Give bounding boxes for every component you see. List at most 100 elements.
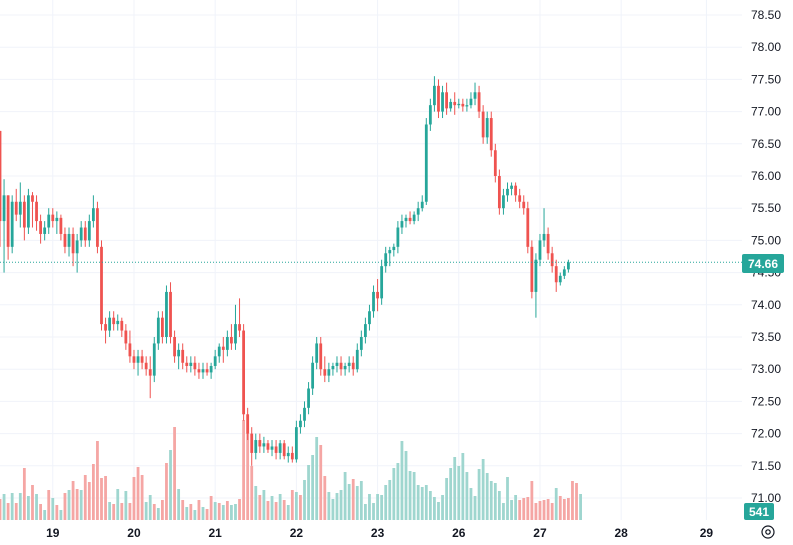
- volume-bar: [161, 500, 164, 520]
- y-tick-label: 71.00: [751, 491, 781, 505]
- volume-bar: [473, 496, 477, 520]
- candle-body: [416, 208, 420, 215]
- candle-body: [461, 103, 465, 107]
- candle-body: [311, 362, 315, 389]
- volume-bar: [368, 494, 371, 520]
- candle-body: [234, 324, 237, 344]
- volume-bar: [299, 495, 302, 520]
- y-tick-label: 78.50: [751, 8, 781, 22]
- volume-bar: [177, 489, 181, 520]
- volume-bar: [270, 496, 274, 520]
- candle-body: [294, 427, 298, 460]
- volume-bar: [185, 507, 189, 520]
- volume-bar: [286, 505, 290, 520]
- volume-bar: [400, 441, 404, 520]
- volume-bar: [55, 505, 59, 520]
- volume-bar: [250, 466, 254, 520]
- candle-body: [502, 195, 505, 209]
- volume-bar: [319, 445, 323, 520]
- volume-bar: [477, 469, 481, 520]
- volume-bar: [372, 503, 375, 520]
- candle-body: [433, 85, 436, 106]
- candle-body: [542, 233, 546, 241]
- candle-body: [87, 221, 91, 241]
- candle-body: [165, 291, 168, 337]
- y-tick-label: 71.50: [751, 459, 781, 473]
- y-tick-label: 76.00: [751, 169, 781, 183]
- volume-bar: [510, 500, 513, 520]
- candle-body: [112, 317, 116, 325]
- candle-body: [290, 452, 294, 460]
- candle-body: [347, 362, 351, 366]
- volume-bar: [420, 487, 424, 520]
- candle-body: [558, 275, 562, 283]
- candle-body: [108, 317, 112, 331]
- volume-bar: [290, 490, 294, 520]
- candle-body: [193, 362, 197, 370]
- candle-body: [424, 124, 428, 202]
- volume-bar: [27, 496, 30, 520]
- candle-body: [83, 227, 87, 241]
- volume-bar: [315, 437, 319, 520]
- volume-bar: [63, 493, 67, 520]
- candle-body: [457, 103, 461, 106]
- volume-value: 541: [749, 505, 769, 519]
- candle-body: [400, 221, 404, 228]
- volume-bar: [258, 495, 262, 520]
- volume-bar: [327, 492, 331, 520]
- candle-body: [148, 369, 152, 376]
- y-tick-label: 77.50: [751, 72, 781, 86]
- volume-bar: [2, 494, 6, 520]
- y-tick-label: 73.00: [751, 362, 781, 376]
- candle-body: [299, 420, 302, 428]
- candle-body: [323, 369, 327, 376]
- candle-body: [177, 349, 181, 357]
- volume-bar: [75, 489, 79, 520]
- volume-bar: [331, 499, 335, 520]
- volume-bar: [497, 491, 501, 520]
- volume-bar: [465, 472, 469, 520]
- volume-bar: [355, 486, 359, 520]
- settings-gear-icon[interactable]: [761, 525, 775, 539]
- x-tick-label: 20: [127, 526, 141, 540]
- candle-body: [10, 201, 14, 247]
- volume-bar: [173, 427, 176, 520]
- volume-bar: [79, 490, 83, 520]
- volume-bar: [526, 497, 530, 520]
- candle-body: [388, 250, 392, 254]
- y-tick-label: 77.00: [751, 105, 781, 119]
- candle-body: [404, 217, 408, 222]
- candle-body: [132, 356, 136, 363]
- x-tick-label: 26: [452, 526, 466, 540]
- volume-bar: [246, 433, 250, 520]
- volume-bar: [0, 499, 2, 520]
- volume-bar: [124, 491, 128, 520]
- volume-bar: [493, 483, 497, 520]
- candle-body: [67, 233, 71, 247]
- volume-bar: [554, 488, 558, 520]
- time-axis[interactable]: 19 20 21 22 23 26 27 28 29: [46, 526, 713, 540]
- candle-body: [445, 92, 448, 109]
- volume-bar: [193, 510, 197, 520]
- volume-bar: [278, 494, 282, 520]
- candle-body: [205, 369, 209, 373]
- volume-bar: [51, 498, 55, 520]
- volume-bar: [43, 510, 47, 520]
- candle-body: [481, 111, 485, 138]
- candle-body: [197, 369, 201, 373]
- candle-body: [71, 233, 75, 254]
- volume-bar: [567, 498, 570, 520]
- volume-bar: [87, 482, 91, 520]
- volume-bar: [238, 499, 241, 520]
- candle-body: [372, 291, 375, 312]
- candle-body: [258, 440, 262, 447]
- candle-body: [396, 227, 400, 247]
- candle-body: [246, 414, 250, 434]
- candle-body: [63, 233, 67, 247]
- candle-body: [35, 201, 38, 222]
- volume-bar: [339, 490, 343, 520]
- candle-body: [538, 240, 542, 260]
- candle-body: [327, 369, 331, 376]
- volume-bar: [445, 478, 448, 520]
